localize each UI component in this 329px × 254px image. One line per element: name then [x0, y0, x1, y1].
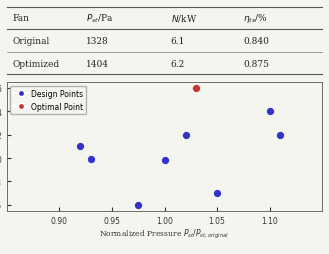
Text: Original: Original: [13, 37, 50, 46]
Point: [88, 157, 93, 162]
Text: 0.875: 0.875: [243, 59, 269, 68]
Text: 1404: 1404: [86, 59, 109, 68]
Point: [78, 145, 83, 149]
Point: [267, 110, 272, 114]
Text: Optimized: Optimized: [13, 59, 60, 68]
Text: $P_{st}$/Pa: $P_{st}$/Pa: [86, 13, 113, 25]
Point: [183, 133, 188, 137]
Point: [136, 203, 141, 207]
Text: 6.2: 6.2: [171, 59, 185, 68]
Point: [215, 191, 220, 195]
Legend: Design Points, Optimal Point: Design Points, Optimal Point: [11, 87, 86, 115]
Point: [162, 159, 167, 163]
Text: Fan: Fan: [13, 14, 30, 23]
Text: 1328: 1328: [86, 37, 108, 46]
Text: 6.1: 6.1: [171, 37, 185, 46]
Point: [278, 133, 283, 137]
X-axis label: Normalized Pressure $P_{st}/P_{st,original}$: Normalized Pressure $P_{st}/P_{st,origin…: [99, 227, 230, 241]
Text: 0.840: 0.840: [243, 37, 269, 46]
Text: $N$/kW: $N$/kW: [171, 13, 197, 24]
Text: $\eta_{ts}$/%: $\eta_{ts}$/%: [243, 12, 268, 25]
Point: [193, 87, 199, 91]
